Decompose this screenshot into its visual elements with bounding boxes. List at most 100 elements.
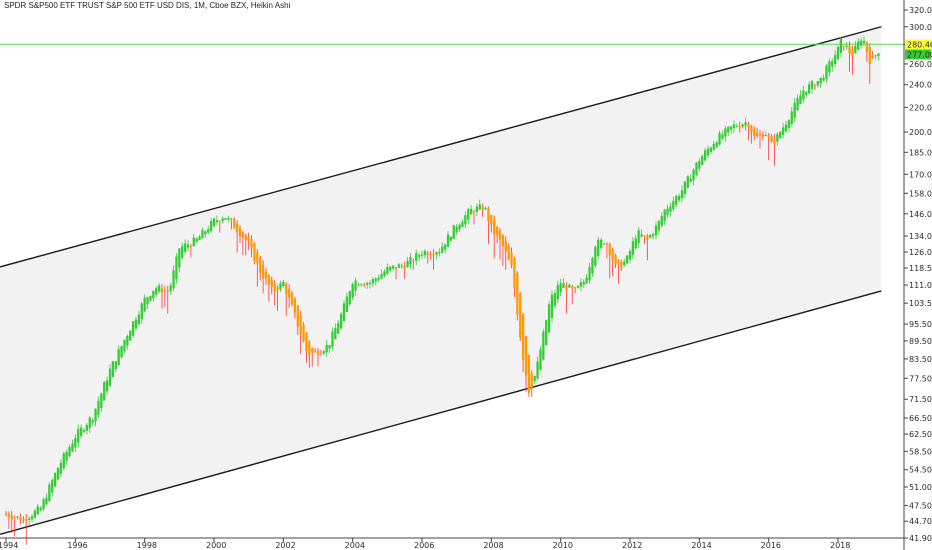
candle (461, 219, 464, 228)
candle-body (842, 45, 845, 47)
x-tick-label: 2018 (830, 541, 850, 550)
candle-body (59, 462, 63, 474)
candle (241, 230, 245, 256)
candle (62, 451, 65, 471)
candle-body (189, 246, 193, 248)
candle (773, 133, 776, 166)
candle (357, 282, 360, 286)
candle-body (276, 287, 279, 291)
candle (484, 206, 487, 211)
y-tick-label: 77.50 (909, 374, 932, 383)
candle (400, 263, 403, 269)
candle-body (478, 204, 481, 210)
candle (718, 130, 721, 146)
candle-body (680, 190, 684, 199)
candle (328, 345, 331, 353)
candle (36, 503, 39, 516)
candle (865, 41, 869, 62)
candle-body (279, 283, 282, 290)
candle (351, 282, 354, 301)
candle (758, 129, 762, 149)
candle (628, 248, 632, 264)
candle (565, 282, 568, 314)
candle (839, 36, 843, 57)
candle-body (181, 246, 184, 258)
candle-body (779, 131, 782, 138)
candle-body (441, 246, 444, 253)
candle-body (651, 234, 655, 237)
candle-body (669, 206, 672, 212)
candle (56, 467, 60, 480)
candle-body (657, 220, 661, 231)
candle (857, 37, 860, 51)
candle-body (862, 40, 866, 44)
candle-body (579, 282, 583, 287)
candle-body (342, 303, 346, 322)
candle (105, 376, 109, 395)
candle-body (524, 336, 528, 376)
prev-price-label: 277.00 (907, 50, 932, 59)
candle (215, 215, 219, 226)
candle-body (602, 243, 606, 245)
candle-body (519, 293, 522, 338)
candle-body (331, 331, 334, 347)
candle-body (729, 126, 733, 130)
candle-body (163, 290, 167, 292)
candle-body (724, 128, 727, 137)
candle (784, 120, 788, 133)
candle-body (152, 290, 155, 299)
candle-body (351, 283, 354, 298)
candle (666, 204, 669, 219)
candle-body (744, 122, 747, 126)
x-tick-label: 2014 (691, 541, 711, 550)
candle-body (224, 218, 227, 220)
candle (553, 289, 557, 309)
candle-body (625, 255, 629, 264)
chart-title: SPDR S&P500 ETF TRUST S&P 500 ETF USD DI… (4, 1, 291, 10)
candle-body (65, 451, 68, 461)
candle-body (33, 510, 37, 518)
candle (753, 126, 756, 141)
candle-body (663, 209, 666, 221)
candle (715, 141, 718, 149)
candle (85, 422, 89, 435)
candle (741, 123, 744, 129)
candle (712, 140, 715, 151)
candle-body (285, 284, 288, 294)
candle-body (420, 254, 424, 256)
candle (114, 361, 117, 372)
y-tick-label: 240.00 (909, 81, 932, 90)
candle-body (536, 361, 539, 379)
candle (420, 250, 424, 259)
candle (218, 220, 221, 233)
candle (68, 444, 71, 458)
y-tick-label: 134.00 (909, 232, 932, 241)
candle (571, 284, 574, 305)
candle-body (241, 232, 245, 238)
y-tick-label: 47.50 (909, 501, 932, 510)
candle (339, 311, 343, 330)
candle-body (114, 361, 117, 370)
candle-body (654, 225, 658, 236)
candle (247, 232, 250, 251)
candle (126, 334, 129, 350)
candle-body (877, 53, 880, 56)
channel-lower-line (0, 290, 882, 535)
candle-layer (4, 36, 880, 545)
candle (530, 370, 533, 397)
candle (259, 255, 262, 281)
candle (311, 347, 314, 367)
candle (417, 252, 421, 261)
candle-body (192, 237, 195, 247)
candle-body (178, 248, 181, 268)
channel-upper-line (0, 26, 882, 268)
channel-layer (0, 26, 882, 535)
candle-body (363, 284, 366, 286)
candle-body (302, 324, 305, 342)
candle-body (660, 216, 663, 226)
candle-body (516, 273, 519, 315)
candle (599, 237, 603, 250)
candle (709, 146, 713, 154)
candle-body (172, 270, 175, 289)
